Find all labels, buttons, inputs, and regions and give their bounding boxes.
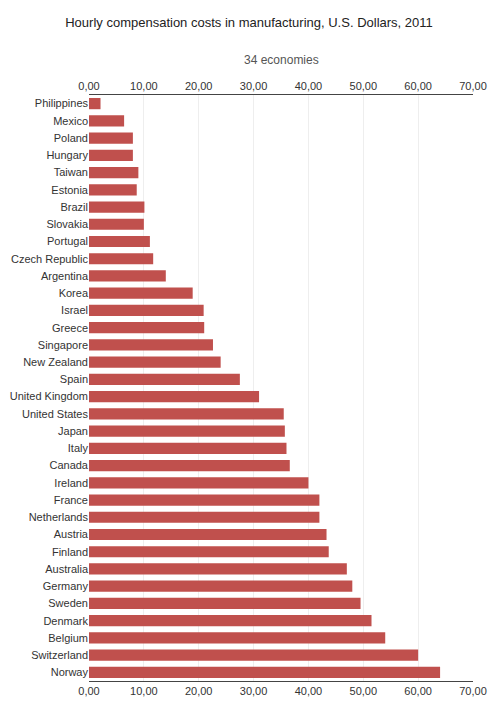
svg-text:Sweden: Sweden [48, 597, 88, 609]
svg-text:United States: United States [22, 408, 89, 420]
svg-text:Portugal: Portugal [47, 235, 88, 247]
svg-text:10,00: 10,00 [130, 80, 158, 92]
svg-text:60,00: 60,00 [404, 80, 432, 92]
svg-text:Belgium: Belgium [48, 632, 88, 644]
svg-text:30,00: 30,00 [240, 80, 268, 92]
svg-text:Korea: Korea [59, 287, 89, 299]
svg-text:10,00: 10,00 [130, 685, 158, 697]
svg-text:70,00: 70,00 [459, 80, 487, 92]
svg-text:Australia: Australia [45, 563, 89, 575]
svg-text:Spain: Spain [60, 373, 88, 385]
svg-text:Slovakia: Slovakia [46, 218, 88, 230]
svg-text:70,00: 70,00 [459, 685, 487, 697]
svg-text:United Kingdom: United Kingdom [10, 390, 88, 402]
svg-text:Netherlands: Netherlands [29, 511, 89, 523]
svg-text:40,00: 40,00 [295, 80, 323, 92]
svg-text:Austria: Austria [54, 528, 89, 540]
svg-text:Mexico: Mexico [53, 115, 88, 127]
svg-text:0,00: 0,00 [78, 80, 99, 92]
svg-text:34 economies: 34 economies [244, 53, 319, 67]
svg-text:Hourly compensation costs in m: Hourly compensation costs in manufacturi… [65, 15, 433, 30]
svg-text:50,00: 50,00 [350, 80, 378, 92]
svg-text:Singapore: Singapore [38, 339, 88, 351]
svg-text:Hungary: Hungary [46, 149, 88, 161]
svg-text:20,00: 20,00 [185, 80, 213, 92]
svg-text:30,00: 30,00 [240, 685, 268, 697]
svg-text:Taiwan: Taiwan [54, 166, 88, 178]
svg-text:Italy: Italy [68, 442, 89, 454]
svg-text:Canada: Canada [49, 459, 88, 471]
svg-text:Czech Republic: Czech Republic [11, 253, 89, 265]
svg-text:France: France [54, 494, 88, 506]
svg-text:New Zealand: New Zealand [23, 356, 88, 368]
svg-text:Poland: Poland [54, 132, 88, 144]
svg-text:20,00: 20,00 [185, 685, 213, 697]
svg-text:0,00: 0,00 [78, 685, 99, 697]
svg-text:Brazil: Brazil [60, 201, 88, 213]
svg-text:Finland: Finland [52, 546, 88, 558]
svg-text:40,00: 40,00 [295, 685, 323, 697]
svg-text:Israel: Israel [61, 304, 88, 316]
svg-text:Estonia: Estonia [51, 184, 89, 196]
svg-text:Japan: Japan [58, 425, 88, 437]
svg-text:50,00: 50,00 [350, 685, 378, 697]
svg-text:Denmark: Denmark [43, 615, 88, 627]
svg-text:Greece: Greece [52, 322, 88, 334]
svg-text:Argentina: Argentina [41, 270, 89, 282]
svg-text:Switzerland: Switzerland [31, 649, 88, 661]
svg-text:Norway: Norway [51, 666, 89, 678]
svg-text:Ireland: Ireland [54, 477, 88, 489]
svg-text:Philippines: Philippines [35, 97, 89, 109]
svg-text:Germany: Germany [43, 580, 89, 592]
svg-text:60,00: 60,00 [404, 685, 432, 697]
